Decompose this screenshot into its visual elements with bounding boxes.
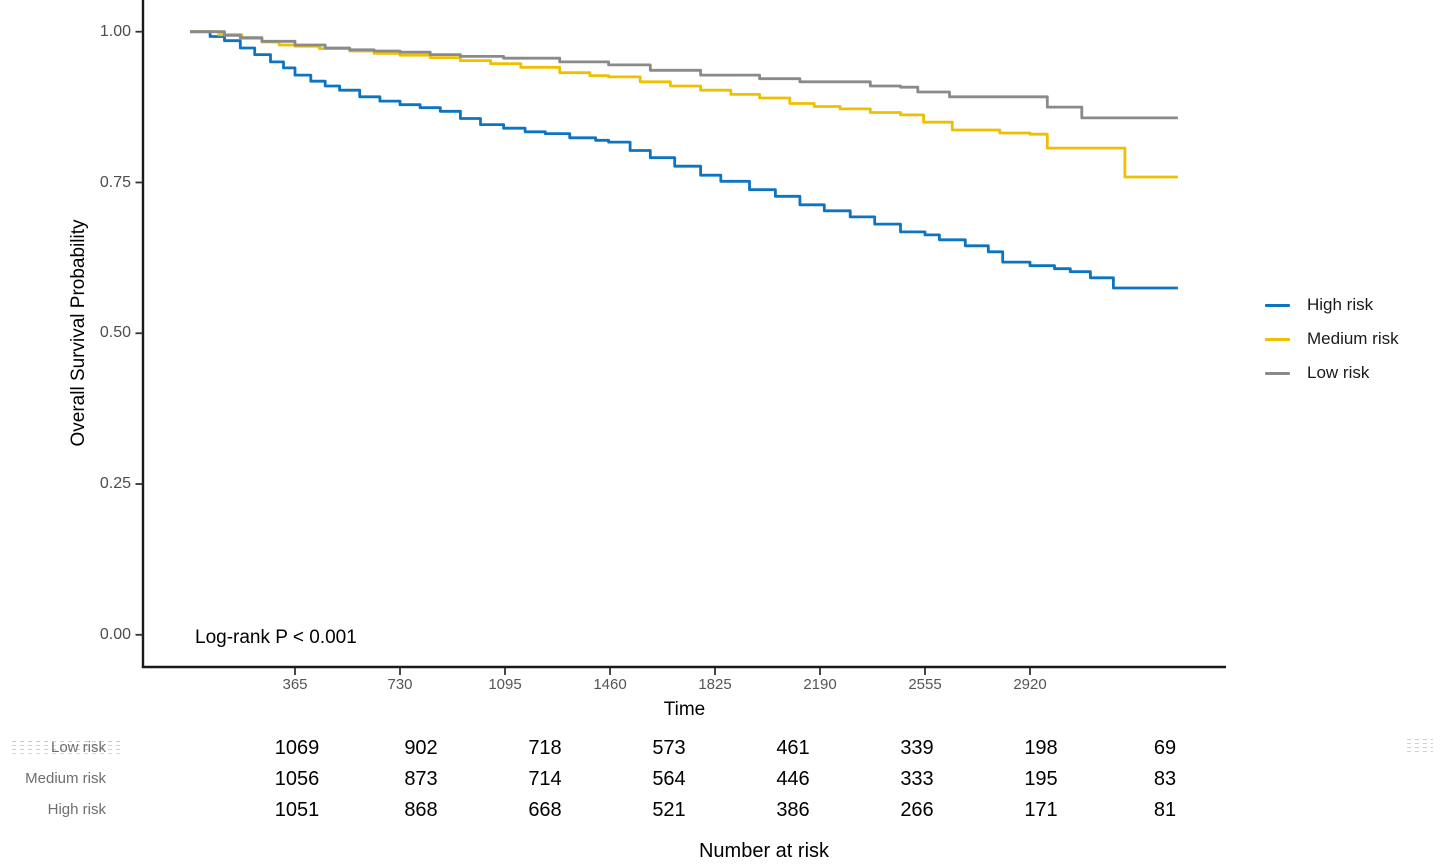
legend-label: Medium risk bbox=[1307, 329, 1399, 348]
legend-key-line-low-risk bbox=[1265, 371, 1290, 375]
y-tick-label-075: 0.75 bbox=[99, 174, 131, 191]
x-axis-title: Time bbox=[663, 699, 706, 720]
survival-curves bbox=[190, 30, 1178, 290]
y-tick-label-050: 0.50 bbox=[99, 324, 131, 341]
x-tick-label-1460: 1460 bbox=[593, 676, 627, 693]
risk-count: 195 bbox=[1024, 768, 1058, 790]
y-tick-label-025: 0.25 bbox=[99, 475, 131, 492]
legend-label: High risk bbox=[1307, 295, 1374, 314]
curve-low-risk bbox=[190, 30, 1178, 120]
risk-count: 461 bbox=[776, 737, 810, 759]
x-tick-label-1095: 1095 bbox=[488, 676, 522, 693]
risk-count: 873 bbox=[404, 768, 438, 790]
risk-count: 83 bbox=[1153, 768, 1177, 790]
risk-count: 564 bbox=[652, 768, 686, 790]
render-artifact-right bbox=[1407, 739, 1433, 753]
legend-item-medium-risk: Medium risk bbox=[1265, 322, 1399, 356]
risk-count: 171 bbox=[1024, 799, 1058, 821]
risk-count: 714 bbox=[528, 768, 562, 790]
risk-count: 1051 bbox=[274, 799, 320, 821]
legend-item-low-risk: Low risk bbox=[1265, 356, 1399, 390]
legend-item-high-risk: High risk bbox=[1265, 288, 1399, 322]
risk-row-label-medium: Medium risk bbox=[25, 770, 106, 787]
risk-row-label-high: High risk bbox=[47, 801, 106, 818]
risk-count: 333 bbox=[900, 768, 934, 790]
risk-count: 81 bbox=[1153, 799, 1177, 821]
curve-medium-risk bbox=[190, 30, 1178, 179]
risk-count: 386 bbox=[776, 799, 810, 821]
risk-count: 521 bbox=[652, 799, 686, 821]
render-artifact-left bbox=[12, 741, 120, 754]
risk-count: 573 bbox=[652, 737, 686, 759]
risk-row-label-low: Low risk bbox=[50, 739, 106, 756]
risk-count: 266 bbox=[900, 799, 934, 821]
logrank-annotation: Log-rank P < 0.001 bbox=[195, 627, 357, 648]
curve-high-risk bbox=[190, 30, 1178, 290]
risk-table-title: Number at risk bbox=[698, 840, 830, 862]
x-tick-label-365: 365 bbox=[282, 676, 308, 693]
risk-count: 668 bbox=[528, 799, 562, 821]
y-tick-label-000: 0.00 bbox=[99, 626, 131, 643]
x-tick-label-1825: 1825 bbox=[698, 676, 732, 693]
legend: High risk Medium risk Low risk bbox=[1265, 288, 1399, 390]
risk-count: 339 bbox=[900, 737, 934, 759]
risk-count: 902 bbox=[404, 737, 438, 759]
legend-key-line-medium-risk bbox=[1265, 337, 1290, 341]
x-tick-label-2190: 2190 bbox=[803, 676, 837, 693]
y-axis-title: Overall Survival Probability bbox=[68, 219, 89, 447]
risk-count: 198 bbox=[1024, 737, 1058, 759]
risk-count: 868 bbox=[404, 799, 438, 821]
risk-count: 69 bbox=[1153, 737, 1177, 759]
risk-count: 1069 bbox=[274, 737, 320, 759]
legend-label: Low risk bbox=[1307, 363, 1370, 382]
risk-count: 1056 bbox=[274, 768, 320, 790]
x-tick-label-730: 730 bbox=[387, 676, 413, 693]
axis-lines bbox=[141, 0, 1226, 669]
x-tick-label-2920: 2920 bbox=[1013, 676, 1047, 693]
y-tick-label-100: 1.00 bbox=[99, 23, 131, 40]
risk-count: 446 bbox=[776, 768, 810, 790]
legend-key-line-high-risk bbox=[1265, 303, 1290, 307]
risk-count: 718 bbox=[528, 737, 562, 759]
tick-marks bbox=[135, 30, 1031, 675]
x-tick-label-2555: 2555 bbox=[908, 676, 942, 693]
